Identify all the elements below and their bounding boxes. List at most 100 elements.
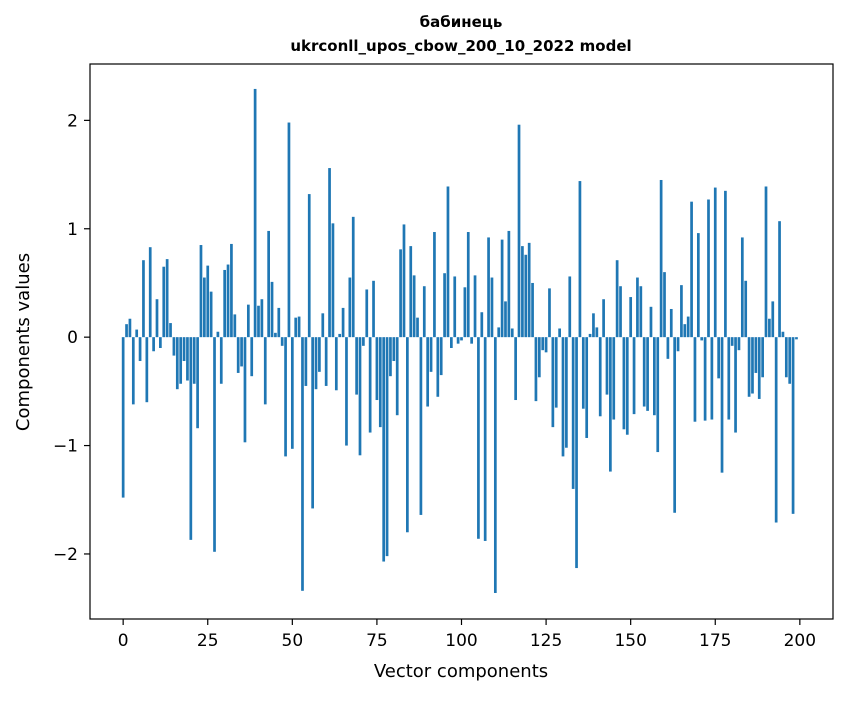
bar: [128, 318, 132, 338]
bar: [321, 313, 325, 338]
bar: [365, 289, 369, 338]
bar: [588, 333, 592, 338]
bar: [375, 337, 379, 401]
x-tick-label: 100: [445, 631, 477, 651]
bar: [345, 337, 348, 446]
y-axis-label: Components values: [13, 253, 34, 431]
y-tick-label: −2: [53, 545, 78, 565]
bar: [240, 337, 243, 367]
bar: [477, 337, 480, 539]
bar: [250, 337, 254, 377]
bar: [263, 337, 267, 405]
bar: [788, 337, 792, 384]
bar: [724, 190, 727, 338]
bar: [720, 337, 724, 473]
bar: [257, 305, 260, 338]
x-axis-ticks: 0 25 50 75 100 125 150 175 200: [118, 619, 816, 651]
bar: [274, 332, 277, 338]
bar: [744, 280, 748, 338]
bar: [598, 337, 602, 417]
bar: [392, 337, 396, 362]
bar: [362, 337, 365, 346]
bar: [747, 337, 751, 397]
chart-title: бабинець: [420, 13, 503, 31]
bar: [659, 179, 663, 338]
bar: [629, 297, 633, 338]
bar: [578, 181, 582, 338]
bar: [707, 199, 710, 338]
bar: [778, 221, 781, 338]
bar: [497, 327, 501, 338]
bar: [639, 286, 643, 338]
bar: [592, 313, 595, 338]
bar: [602, 299, 605, 338]
bar: [422, 286, 426, 338]
bar: [439, 337, 443, 376]
bar: [595, 327, 599, 338]
bar: [537, 337, 541, 378]
plot-frame: [89, 63, 834, 620]
bar: [761, 337, 764, 378]
bar: [301, 337, 304, 591]
x-tick-label: 0: [118, 631, 129, 651]
bar: [277, 307, 281, 338]
bar: [148, 247, 152, 338]
bar: [768, 318, 771, 338]
bar: [416, 317, 419, 338]
bar: [412, 275, 416, 338]
bar: [795, 337, 798, 340]
bar: [169, 323, 172, 338]
bar: [653, 337, 656, 416]
bar: [517, 124, 521, 338]
bar: [791, 337, 795, 514]
bar: [453, 276, 457, 338]
bar: [527, 242, 531, 338]
bar: [138, 337, 142, 362]
x-axis-label: Vector components: [374, 661, 548, 682]
bar: [487, 237, 490, 338]
bar: [304, 337, 308, 386]
bar: [534, 337, 538, 402]
bar: [233, 314, 237, 338]
bar: [531, 282, 534, 338]
bar: [226, 264, 230, 338]
bar: [622, 337, 626, 430]
bar: [223, 269, 227, 338]
bar: [710, 337, 714, 420]
bar: [514, 337, 517, 401]
bar: [727, 337, 731, 420]
bar: [456, 337, 460, 344]
bar: [649, 306, 653, 338]
bar: [145, 337, 149, 403]
bar: [764, 186, 768, 338]
bar: [544, 337, 548, 353]
bar: [466, 232, 470, 338]
bar: [131, 337, 135, 405]
bar: [243, 337, 247, 443]
bar: [666, 337, 670, 359]
bar: [774, 337, 778, 523]
bar: [683, 324, 687, 338]
bar: [507, 230, 511, 338]
bar: [754, 337, 758, 373]
bar: [399, 249, 402, 338]
bar: [500, 239, 504, 338]
bar: [328, 168, 331, 338]
bar: [483, 337, 487, 541]
bar: [558, 328, 561, 338]
bar: [524, 254, 528, 338]
bar: [686, 316, 690, 338]
bar: [460, 337, 463, 341]
bar: [713, 187, 717, 338]
bar: [443, 273, 446, 338]
bar: [605, 337, 609, 395]
bar: [159, 337, 162, 348]
bar: [155, 299, 159, 338]
bar: [318, 337, 321, 372]
bar: [463, 287, 467, 338]
bar: [341, 307, 345, 338]
bar: [389, 337, 392, 377]
bar: [426, 337, 430, 407]
bar: [196, 337, 199, 429]
bar: [619, 286, 622, 338]
